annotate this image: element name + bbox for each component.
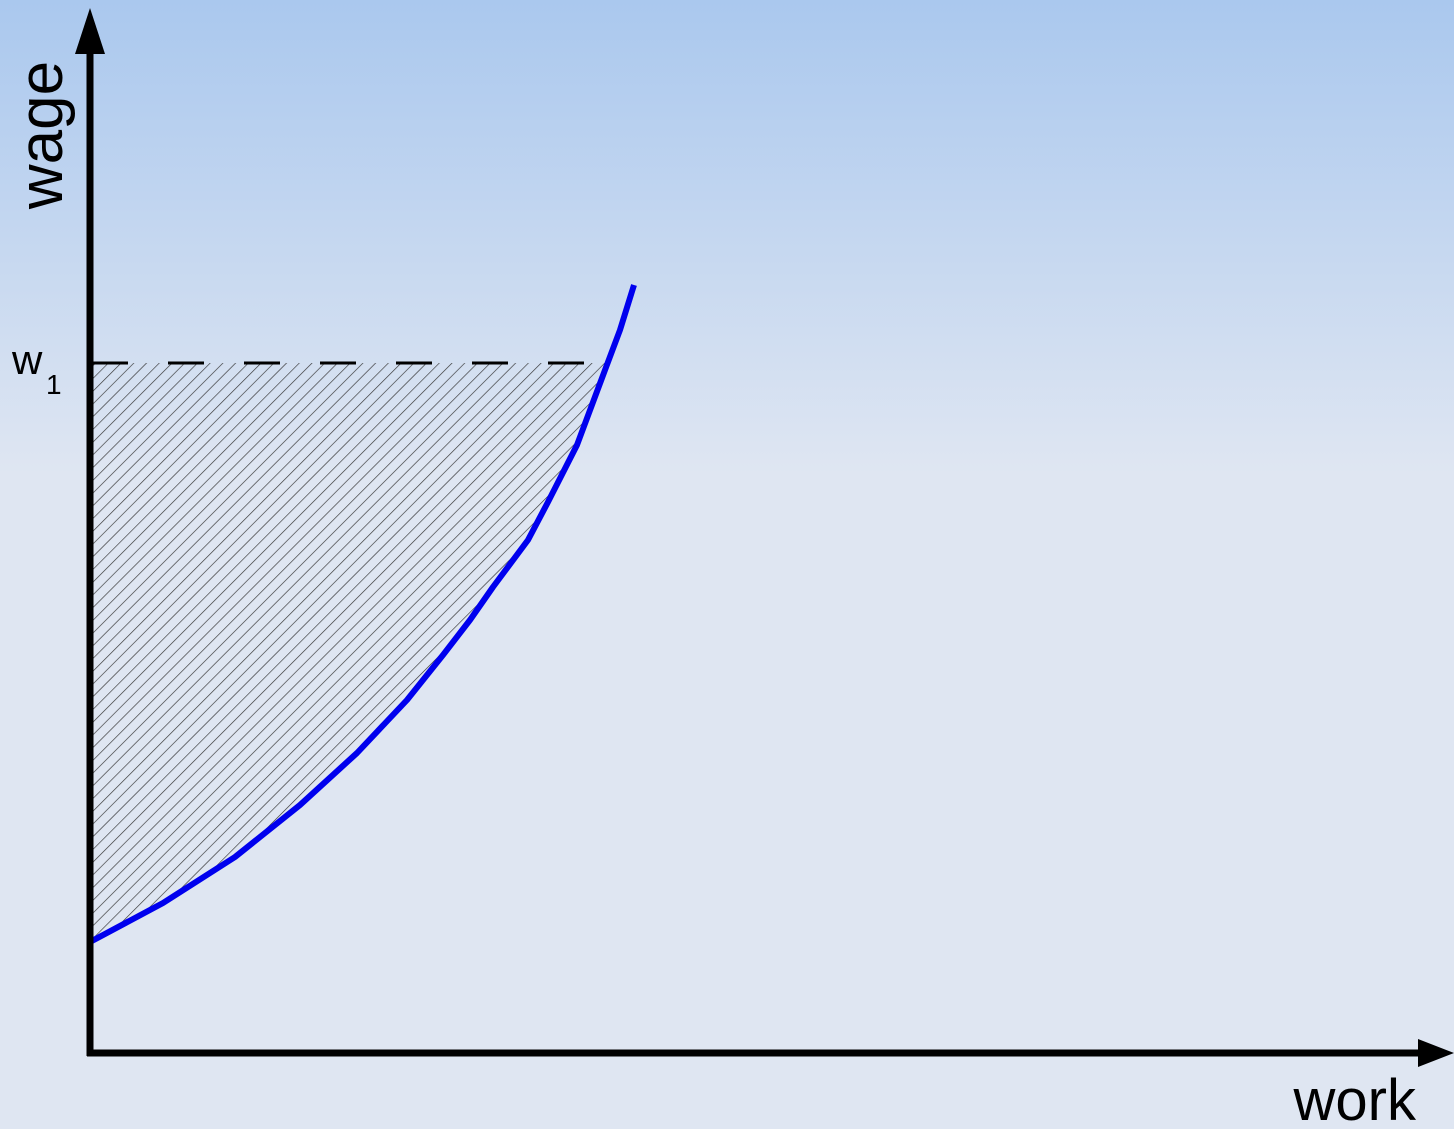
y-axis-label: wage [7,61,76,210]
wage-level-label: w [11,336,43,383]
wage-level-subscript: 1 [46,369,62,400]
y-axis-arrow [75,8,105,54]
x-axis-label: work [1293,1068,1417,1129]
supply-curve [88,284,637,945]
x-axis-arrow [1418,1039,1454,1067]
surplus-area [90,363,605,942]
